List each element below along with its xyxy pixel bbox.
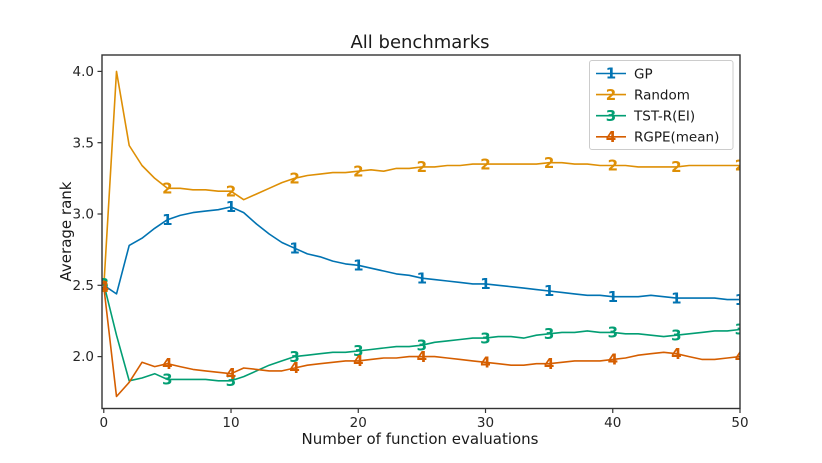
series-marker-gp: 1 bbox=[735, 291, 745, 309]
legend-marker-digit: 4 bbox=[606, 128, 616, 146]
legend-label: Random bbox=[634, 87, 690, 103]
y-axis: 2.0 2.5 3.0 3.5 4.0 bbox=[73, 64, 102, 365]
series-marker-gp: 1 bbox=[480, 275, 490, 293]
series-marker-tst-r-ei: 3 bbox=[99, 275, 109, 293]
legend: 1 GP 2 Random 3 TST-R(EI) 4 RGPE(mean) bbox=[589, 60, 734, 150]
series-marker-random: 2 bbox=[289, 170, 299, 188]
series-marker-tst-r-ei: 3 bbox=[289, 348, 299, 366]
series-marker-random: 2 bbox=[353, 162, 363, 180]
series-marker-tst-r-ei: 3 bbox=[544, 325, 554, 343]
series-marker-gp: 1 bbox=[289, 239, 299, 257]
legend-frame bbox=[589, 60, 734, 150]
y-tick-label: 3.0 bbox=[73, 207, 94, 223]
series-marker-gp: 1 bbox=[353, 257, 363, 275]
y-tick-label: 3.5 bbox=[73, 135, 94, 151]
series-marker-random: 2 bbox=[417, 158, 427, 176]
series-marker-tst-r-ei: 3 bbox=[671, 326, 681, 344]
series-marker-gp: 1 bbox=[162, 211, 172, 229]
x-tick-label: 40 bbox=[604, 415, 621, 431]
legend-marker-digit: 3 bbox=[606, 107, 616, 125]
series-marker-rgpe-mean: 4 bbox=[480, 354, 490, 372]
series-marker-gp: 1 bbox=[544, 282, 554, 300]
series-marker-random: 2 bbox=[226, 182, 236, 200]
y-axis-label: Average rank bbox=[57, 181, 75, 281]
legend-label: TST-R(EI) bbox=[633, 109, 695, 125]
x-axis: 0 10 20 30 40 50 bbox=[99, 408, 749, 431]
chart-title: All benchmarks bbox=[350, 32, 489, 53]
y-tick-label: 4.0 bbox=[73, 64, 94, 80]
series-marker-gp: 1 bbox=[226, 198, 236, 216]
series-marker-tst-r-ei: 3 bbox=[417, 336, 427, 354]
series-marker-tst-r-ei: 3 bbox=[480, 329, 490, 347]
y-tick-label: 2.5 bbox=[73, 278, 94, 294]
series-line-tst-r-ei bbox=[103, 283, 740, 382]
plot-border bbox=[101, 54, 741, 410]
x-tick-label: 30 bbox=[477, 415, 494, 431]
legend-label: GP bbox=[634, 66, 653, 82]
series-marker-rgpe-mean: 4 bbox=[671, 345, 681, 363]
series-line-gp bbox=[103, 206, 740, 301]
series-marker-rgpe-mean: 4 bbox=[735, 348, 745, 366]
series-marker-random: 2 bbox=[99, 278, 109, 296]
series-marker-gp: 1 bbox=[99, 277, 109, 295]
x-tick-label: 20 bbox=[350, 415, 367, 431]
series-marker-rgpe-mean: 4 bbox=[608, 351, 618, 369]
y-tick-label: 2.0 bbox=[73, 349, 94, 365]
legend-entry-rgpe-mean: 4 RGPE(mean) bbox=[596, 128, 719, 146]
series-marker-tst-r-ei: 3 bbox=[608, 324, 618, 342]
legend-entry-random: 2 Random bbox=[596, 86, 690, 104]
series-marker-tst-r-ei: 3 bbox=[735, 321, 745, 339]
series-marker-random: 2 bbox=[544, 154, 554, 172]
series-marker-rgpe-mean: 4 bbox=[289, 359, 299, 377]
legend-entry-tst-r-ei: 3 TST-R(EI) bbox=[596, 107, 695, 125]
series-marker-rgpe-mean: 4 bbox=[353, 352, 363, 370]
series-line-rgpe-mean bbox=[103, 285, 740, 398]
series-marker-tst-r-ei: 3 bbox=[353, 342, 363, 360]
series-marker-gp: 1 bbox=[671, 289, 681, 307]
series-marker-random: 2 bbox=[480, 155, 490, 173]
x-tick-label: 50 bbox=[731, 415, 748, 431]
x-tick-label: 10 bbox=[222, 415, 239, 431]
series-marker-gp: 1 bbox=[608, 288, 618, 306]
series-marker-rgpe-mean: 4 bbox=[226, 365, 236, 383]
series-marker-rgpe-mean: 4 bbox=[99, 278, 109, 296]
series-marker-random: 2 bbox=[671, 158, 681, 176]
series-markers-rgpe-mean: 4 4 4 4 4 4 4 4 4 4 4 bbox=[99, 278, 745, 383]
series-marker-rgpe-mean: 4 bbox=[417, 348, 427, 366]
series-marker-random: 2 bbox=[735, 157, 745, 175]
series-marker-tst-r-ei: 3 bbox=[226, 372, 236, 390]
x-tick-label: 0 bbox=[99, 415, 108, 431]
series-markers-gp: 1 1 1 1 1 1 1 1 1 1 1 bbox=[99, 198, 745, 309]
series-marker-tst-r-ei: 3 bbox=[162, 371, 172, 389]
legend-marker-digit: 1 bbox=[606, 65, 616, 83]
series-markers-tst-r-ei: 3 3 3 3 3 3 3 3 3 3 3 bbox=[99, 275, 745, 390]
series-marker-rgpe-mean: 4 bbox=[544, 355, 554, 373]
series-markers-random: 2 2 2 2 2 2 2 2 2 2 2 bbox=[99, 154, 745, 296]
legend-marker-digit: 2 bbox=[606, 86, 616, 104]
series-marker-random: 2 bbox=[162, 180, 172, 198]
legend-label: RGPE(mean) bbox=[634, 130, 719, 146]
series-marker-random: 2 bbox=[608, 157, 618, 175]
series-line-random bbox=[103, 70, 740, 288]
legend-entry-gp: 1 GP bbox=[596, 65, 653, 83]
x-axis-label: Number of function evaluations bbox=[301, 430, 538, 448]
series-marker-gp: 1 bbox=[417, 269, 427, 287]
series-marker-rgpe-mean: 4 bbox=[162, 355, 172, 373]
